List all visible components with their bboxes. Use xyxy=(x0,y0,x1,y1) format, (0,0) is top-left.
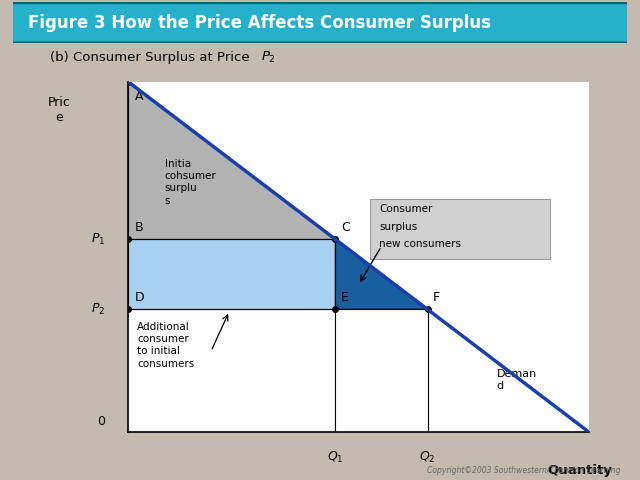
Polygon shape xyxy=(335,240,428,310)
Polygon shape xyxy=(128,240,335,310)
Text: D: D xyxy=(135,291,145,304)
Text: Pric
e: Pric e xyxy=(47,96,70,124)
Text: B: B xyxy=(135,221,143,234)
Text: A: A xyxy=(135,90,143,103)
Text: $P_2$: $P_2$ xyxy=(91,302,105,317)
Polygon shape xyxy=(128,82,335,240)
Text: Quantity: Quantity xyxy=(547,464,612,477)
Text: Consumer: Consumer xyxy=(379,204,433,214)
Text: (b) Consumer Surplus at Price: (b) Consumer Surplus at Price xyxy=(51,51,259,64)
FancyBboxPatch shape xyxy=(370,199,550,259)
Text: E: E xyxy=(341,291,349,304)
Text: $Q_2$: $Q_2$ xyxy=(419,449,436,465)
Text: Deman
d: Deman d xyxy=(497,369,537,391)
Text: Figure 3 How the Price Affects Consumer Surplus: Figure 3 How the Price Affects Consumer … xyxy=(28,14,491,32)
Text: $Q_1$: $Q_1$ xyxy=(327,449,344,465)
Text: F: F xyxy=(433,291,440,304)
Text: Additional
consumer
to initial
consumers: Additional consumer to initial consumers xyxy=(137,322,195,369)
Text: C: C xyxy=(341,221,349,234)
Text: 0: 0 xyxy=(97,416,105,429)
FancyBboxPatch shape xyxy=(0,3,640,43)
Text: Initia
cohsumer
surplu
s: Initia cohsumer surplu s xyxy=(165,159,216,206)
Text: Copyright©2003 Southwestern/Thomson Learning: Copyright©2003 Southwestern/Thomson Lear… xyxy=(428,466,621,475)
Text: $\mathit{P}_2$: $\mathit{P}_2$ xyxy=(261,50,276,65)
Text: $P_1$: $P_1$ xyxy=(91,232,105,247)
Text: surplus: surplus xyxy=(379,222,417,232)
Text: new consumers: new consumers xyxy=(379,240,461,249)
